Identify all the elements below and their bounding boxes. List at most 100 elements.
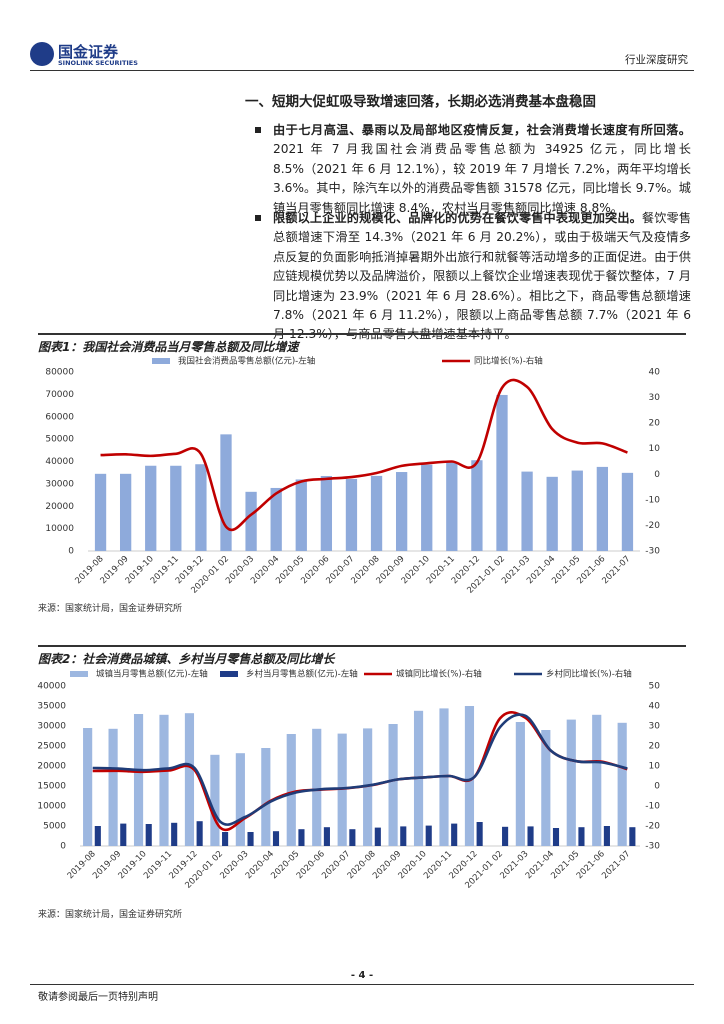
figure-source: 来源：国家统计局，国金证券研究所: [38, 910, 183, 920]
logo-cn: 国金证券: [58, 43, 119, 61]
logo-en: SINOLINK SECURITIES: [58, 59, 138, 67]
bar: [578, 827, 585, 846]
y-tick-label: 40000: [45, 457, 74, 467]
bar: [596, 466, 609, 551]
legend-label: 我国社会消费品零售总额(亿元)-左轴: [178, 356, 315, 367]
bullet-lead: 由于七月高温、暴雨以及局部地区疫情反复，社会消费增长速度有所回落。: [273, 123, 691, 137]
bar: [261, 748, 271, 846]
bullet-body: 餐饮零售总额增速下滑至 14.3%（2021 年 6 月 20.2%），或由于极…: [273, 211, 692, 342]
y-tick-label: 50000: [45, 435, 74, 445]
y-tick-label: 10000: [37, 802, 66, 812]
line: [92, 713, 628, 826]
page-number: - 4 -: [350, 970, 374, 981]
bar: [374, 827, 381, 846]
bar: [592, 714, 602, 846]
y2-tick-label: -30: [645, 842, 660, 852]
legend-swatch: [220, 671, 238, 677]
y2-tick-label: 0: [654, 782, 660, 792]
y-tick-label: 20000: [37, 762, 66, 772]
y-tick-label: 70000: [45, 390, 74, 400]
y-tick-label: 35000: [37, 702, 66, 712]
logo-icon: [30, 42, 54, 66]
y2-tick-label: -20: [645, 822, 660, 832]
bar: [272, 831, 280, 846]
footer-disclaimer: 敬请参阅最后一页特别声明: [38, 992, 158, 1003]
line: [100, 378, 628, 532]
header-rule: [30, 70, 694, 71]
legend-swatch: [70, 671, 88, 677]
bar: [515, 722, 525, 846]
y-tick-label: 25000: [37, 742, 66, 752]
bar: [476, 822, 483, 846]
legend-label: 同比增长(%)-右轴: [474, 356, 543, 367]
y2-tick-label: 20: [649, 419, 661, 429]
legend-label: 乡村当月零售总额(亿元)-左轴: [246, 669, 358, 680]
bar: [159, 714, 169, 846]
legend-label: 乡村同比增长(%)-右轴: [546, 669, 632, 680]
bar: [552, 828, 560, 846]
legend-label: 城镇当月零售总额(亿元)-左轴: [96, 669, 208, 680]
legend-label: 城镇同比增长(%)-右轴: [396, 669, 482, 680]
figure-source: 来源：国家统计局，国金证券研究所: [38, 604, 183, 614]
bar: [566, 719, 576, 846]
y2-tick-label: -10: [645, 495, 660, 505]
figure-caption: 图表2：社会消费品城镇、乡村当月零售总额及同比增长: [38, 645, 686, 667]
y-tick-label: 5000: [43, 822, 66, 832]
bar: [425, 825, 432, 846]
y-tick-label: 0: [68, 547, 74, 557]
bar: [295, 479, 307, 551]
bullet: 限额以上企业的规模化、品牌化的优势在餐饮零售中表现更加突出。餐饮零售总额增速下滑…: [255, 209, 691, 345]
bullet-lead: 限额以上企业的规模化、品牌化的优势在餐饮零售中表现更加突出。: [273, 211, 642, 225]
bar: [222, 832, 229, 846]
bar: [298, 829, 305, 846]
y2-tick-label: 40: [649, 368, 661, 378]
bar: [235, 753, 245, 846]
header-category: 行业深度研究: [625, 54, 688, 66]
y-tick-label: 40000: [37, 682, 66, 692]
bar: [349, 829, 356, 846]
bar: [320, 475, 333, 551]
y2-tick-label: 0: [654, 470, 660, 480]
bar: [451, 823, 458, 846]
bar: [119, 473, 132, 551]
y-tick-label: 20000: [45, 502, 74, 512]
y-tick-label: 0: [60, 842, 66, 852]
bullet-body: 2021 年 7 月我国社会消费品零售总额为 34925 亿元，同比增长 8.5…: [273, 142, 691, 215]
bar: [527, 826, 534, 846]
bar: [621, 472, 634, 551]
y-tick-label: 80000: [45, 368, 74, 378]
bar: [184, 713, 195, 846]
y2-tick-label: 40: [649, 702, 661, 712]
bar: [629, 827, 636, 846]
bar: [363, 728, 373, 846]
bar: [502, 826, 509, 846]
bar: [286, 734, 296, 846]
section-title: 一、短期大促虹吸导致增速回落，长期必选消费基本盘稳固: [245, 94, 596, 110]
bar: [421, 464, 433, 551]
bar: [170, 465, 182, 551]
bar: [145, 824, 152, 846]
bar: [370, 475, 383, 551]
bar: [541, 730, 551, 846]
y2-tick-label: 10: [649, 444, 661, 454]
bar: [400, 826, 407, 846]
bar: [446, 462, 458, 551]
bar: [345, 478, 358, 551]
y-tick-label: 30000: [37, 722, 66, 732]
y2-tick-label: 20: [649, 742, 661, 752]
bar: [388, 724, 398, 846]
bar: [210, 754, 220, 846]
bar: [571, 470, 583, 551]
x-tick-label: 2021-07: [600, 849, 632, 881]
bar: [108, 728, 118, 846]
bar: [617, 722, 627, 846]
bar: [83, 728, 93, 846]
y-tick-label: 30000: [45, 479, 74, 489]
bar: [94, 826, 101, 846]
bar: [245, 491, 257, 551]
y2-tick-label: -10: [645, 802, 660, 812]
bar: [546, 476, 558, 551]
footer-rule: [30, 984, 694, 985]
